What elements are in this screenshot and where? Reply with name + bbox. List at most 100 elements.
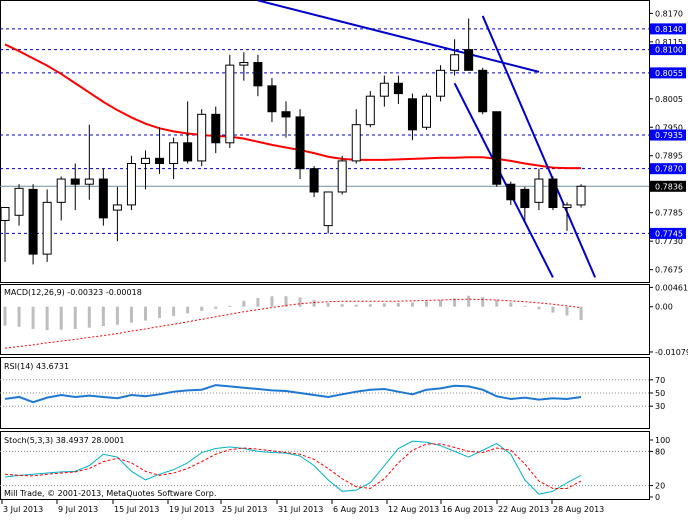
- candle-body-bear: [548, 178, 558, 209]
- candle-body-bear: [98, 178, 108, 219]
- price-level-badge-label: 0.7745: [655, 229, 683, 238]
- candle-body-bear: [309, 168, 319, 193]
- moving-average-polyline: [4, 43, 582, 170]
- price-level-badge-label: 0.8140: [655, 25, 683, 34]
- time-axis-label: 31 Jul 2013: [278, 505, 323, 514]
- stoch-axis: 100 80 20 0: [649, 436, 670, 502]
- candle-body-bull: [337, 160, 347, 193]
- candlestick: [126, 155, 136, 211]
- candlestick: [141, 150, 150, 190]
- stoch-title: Stoch(5,3,3) 38.4937 28.0001: [4, 436, 124, 445]
- price-axis-label: 0.8170: [655, 9, 683, 18]
- rsi-level-lines: [0, 379, 649, 407]
- macd-signal-polyline: [4, 298, 582, 349]
- candle-body-bull: [534, 178, 544, 203]
- rsi-axis-label: 70: [655, 376, 665, 385]
- price-level-badge-label: 0.7935: [655, 131, 683, 140]
- stoch-axis-label: 20: [655, 482, 665, 491]
- time-axis-label: 15 Jul 2013: [114, 505, 159, 514]
- rsi-title: RSI(14) 43.6731: [4, 362, 69, 371]
- candlestick: [506, 181, 516, 205]
- price-level-badge-label: 0.8100: [655, 46, 683, 55]
- macd-bar: [439, 300, 443, 307]
- macd-bar: [73, 306, 77, 329]
- macd-bar: [523, 305, 527, 307]
- price-axis-label: 0.7895: [655, 152, 683, 161]
- candle-body-bear: [183, 142, 193, 162]
- current-price-label: 0.7836: [655, 182, 683, 191]
- candle-body-bull: [14, 187, 24, 216]
- candlestick: [323, 191, 333, 234]
- time-axis-label: 6 Aug 2013: [333, 505, 379, 514]
- price-pane[interactable]: [0, 0, 650, 283]
- macd-bar: [284, 296, 288, 307]
- macd-bar: [186, 306, 190, 314]
- candlestick: [464, 18, 474, 71]
- macd-bar: [172, 306, 176, 316]
- candlestick: [211, 106, 221, 154]
- candle-body-bull: [576, 185, 586, 206]
- candlestick: [183, 101, 193, 164]
- candle-body-bear: [28, 188, 38, 255]
- candlestick: [576, 184, 586, 208]
- price-level-badges: 0.8140 0.8100 0.8055 0.7935 0.7870 0.7745 0.78…: [650, 23, 686, 239]
- macd-bar: [298, 297, 302, 307]
- macd-bar: [312, 300, 316, 307]
- rsi-axis: 70 50 30: [649, 376, 665, 411]
- macd-pane[interactable]: [0, 284, 650, 355]
- price-axis-label: 0.7950: [655, 123, 683, 132]
- copyright-text: Mill Trade, © 2001-2013, MetaQuotes Soft…: [4, 489, 216, 498]
- candlestick: [281, 101, 291, 138]
- macd-bar: [354, 304, 358, 307]
- macd-bar: [326, 302, 330, 307]
- macd-bar: [101, 306, 105, 326]
- candlestick: [407, 93, 417, 141]
- candle-body-bull: [422, 95, 431, 128]
- macd-bar: [17, 306, 21, 327]
- candlestick: [253, 54, 263, 97]
- candle-body-bull: [169, 142, 179, 165]
- macd-bar: [340, 304, 344, 307]
- macd-bar: [214, 306, 218, 309]
- candle-body-bear: [407, 98, 417, 131]
- stoch-axis-label: 80: [655, 447, 665, 456]
- candle-body-bear: [70, 178, 80, 185]
- macd-bar: [481, 297, 485, 307]
- time-axis-label: 28 Aug 2013: [553, 505, 604, 514]
- macd-title: MACD(12,26,9) -0.00323 -0.00018: [4, 288, 142, 297]
- candle-body-bear: [155, 157, 165, 165]
- macd-axis-label: -0.01079: [655, 348, 688, 357]
- candlestick: [337, 155, 347, 195]
- candle-body-bear: [520, 188, 530, 209]
- macd-bar: [87, 306, 91, 328]
- candle-body-bull: [436, 69, 446, 97]
- candlestick: [239, 52, 249, 81]
- candlestick: [70, 163, 80, 211]
- price-level-badge: [650, 227, 686, 239]
- candlestick: [562, 202, 572, 231]
- price-level-badge: [650, 129, 686, 141]
- candle-body-bull: [42, 201, 52, 255]
- macd-bar: [495, 299, 499, 307]
- candle-body-bull: [84, 178, 94, 185]
- macd-bar: [242, 300, 246, 307]
- price-level-badge-label: 0.8055: [655, 69, 683, 78]
- rsi-polyline: [4, 384, 582, 404]
- candle-body-bull: [112, 204, 122, 211]
- trend-channel-lines[interactable]: [257, 0, 597, 278]
- candle-body-bull: [351, 124, 361, 162]
- candle-body-bull: [56, 178, 66, 203]
- macd-bar: [565, 306, 569, 316]
- macd-bar: [200, 306, 204, 311]
- channel-line: [453, 82, 554, 278]
- candle-body-bull: [323, 191, 333, 227]
- candlestick: [492, 111, 502, 187]
- stoch-pane[interactable]: [0, 431, 650, 500]
- candle-body-bear: [506, 183, 516, 201]
- candlestick: [169, 137, 179, 180]
- candlestick: [295, 109, 305, 180]
- macd-bar: [410, 302, 414, 307]
- macd-axis-label: 0.00: [655, 303, 673, 312]
